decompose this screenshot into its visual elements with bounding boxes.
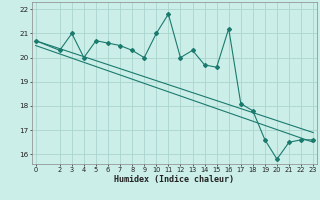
X-axis label: Humidex (Indice chaleur): Humidex (Indice chaleur)	[115, 175, 234, 184]
